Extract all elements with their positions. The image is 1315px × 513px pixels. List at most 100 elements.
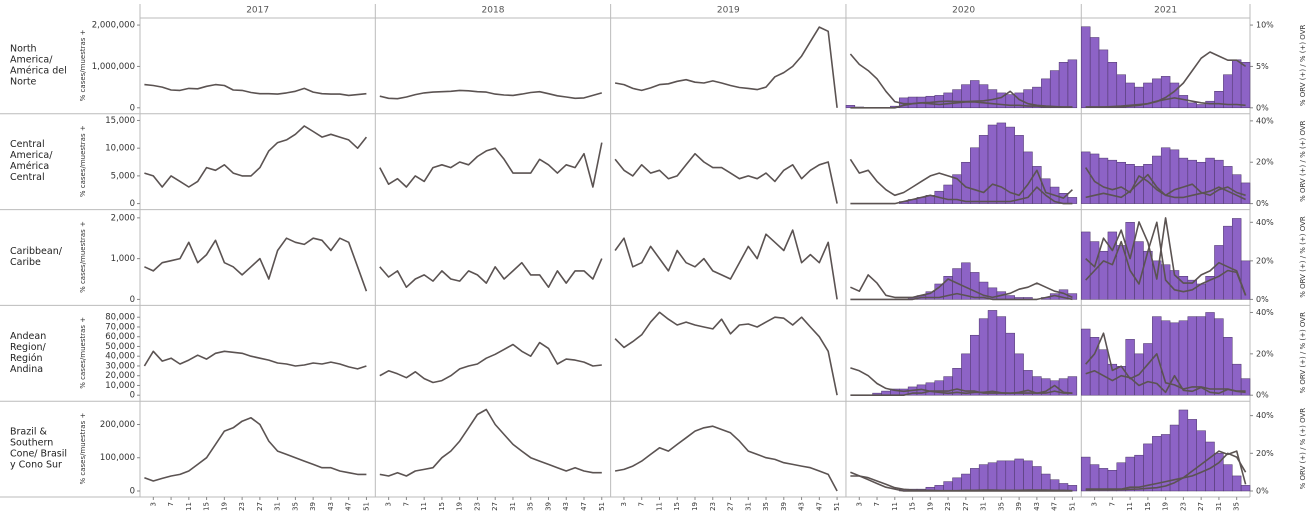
positive-bar [1160, 76, 1171, 109]
positive-bar [1049, 479, 1060, 492]
positive-bar [1032, 466, 1042, 492]
positive-bar [970, 80, 980, 109]
samples-line [379, 258, 603, 288]
positive-bar [1116, 462, 1126, 492]
x-tick-label: 23 [238, 502, 246, 511]
samples-line [379, 142, 603, 188]
y2-tick-label: 20% [1256, 158, 1274, 167]
x-tick-label: 15 [438, 502, 446, 511]
positive-bar [1081, 456, 1091, 492]
x-tick-label: 39 [544, 502, 552, 511]
positive-bar [1067, 376, 1078, 396]
x-tick-label: 35 [527, 502, 535, 511]
positive-bar [1187, 102, 1197, 109]
y2-tick-label: 5% [1256, 62, 1269, 71]
x-tick-label: 39 [780, 502, 788, 511]
region-label: Norte [10, 76, 37, 87]
y-tick-label: 30,000 [105, 361, 135, 371]
positive-bar [1089, 464, 1100, 492]
positive-bar [1067, 197, 1078, 204]
positive-bar [1125, 82, 1135, 109]
samples-line [614, 26, 838, 108]
x-tick-label: 35 [762, 502, 770, 511]
positive-bar [952, 368, 962, 396]
positive-bar [1134, 454, 1144, 492]
orv-line [1085, 332, 1246, 392]
y-tick-label: 80,000 [105, 313, 135, 323]
positive-bar [1023, 460, 1033, 492]
y-tick-label: 0 [130, 391, 135, 401]
x-tick-label: 35 [997, 502, 1005, 511]
positive-bar [961, 262, 971, 300]
y-tick-label: 10,000 [105, 144, 135, 154]
positive-bar [1014, 353, 1024, 396]
region-label: Brazil & [10, 427, 48, 438]
positive-bar [1107, 62, 1118, 109]
y-tick-label: 70,000 [105, 322, 135, 332]
positive-bar [970, 147, 980, 204]
positive-bar [1152, 78, 1162, 109]
positive-bar [1023, 151, 1033, 204]
positive-bar [1067, 59, 1078, 109]
x-tick-label: 39 [1015, 502, 1023, 511]
positive-bar [925, 382, 936, 396]
x-tick-label: 7 [402, 502, 410, 506]
region-label: Region/ [10, 342, 47, 353]
y-tick-label: 2,000 [111, 213, 135, 223]
positive-bar [1240, 260, 1251, 300]
x-tick-label: 27 [491, 502, 499, 511]
positive-bar [1081, 26, 1091, 109]
y-tick-label: 60,000 [105, 332, 135, 342]
samples-line [614, 152, 838, 204]
positive-bar [1005, 460, 1015, 492]
positive-bar [1240, 378, 1251, 396]
orv-line [1085, 452, 1247, 490]
samples-line [1085, 450, 1247, 491]
positive-bar [1196, 316, 1206, 396]
x-tick-label: 19 [1162, 502, 1170, 511]
positive-bar [1231, 174, 1242, 204]
positive-bar [996, 122, 1007, 204]
y-axis-title: % cases/muestras + [79, 125, 87, 197]
x-tick-label: 35 [1233, 502, 1241, 511]
positive-bar [1231, 59, 1242, 109]
positive-bar [1240, 62, 1251, 109]
positive-bar [970, 468, 980, 492]
positive-bar [970, 334, 980, 396]
positive-bar [1116, 74, 1126, 109]
x-tick-label: 23 [473, 502, 481, 511]
positive-bar [1169, 149, 1180, 204]
positive-bar [1125, 456, 1135, 492]
positive-bar [1223, 74, 1233, 109]
x-tick-label: 51 [833, 502, 841, 511]
y2-tick-label: 20% [1256, 256, 1274, 265]
positive-bar [1125, 164, 1135, 204]
samples-line [1085, 217, 1247, 296]
x-tick-label: 31 [744, 502, 752, 511]
x-tick-label: 11 [891, 502, 899, 511]
x-tick-label: 3 [385, 502, 393, 506]
positive-bar [1005, 332, 1015, 396]
samples-line [614, 229, 838, 300]
positive-bar [1098, 49, 1109, 109]
x-tick-label: 19 [456, 502, 464, 511]
y-tick-label: 0 [130, 199, 135, 209]
region-label: Caribe [10, 257, 41, 268]
y2-axis-title: % ORV (+) / % (+) OVR [1299, 216, 1307, 298]
y2-tick-label: 40% [1256, 411, 1274, 420]
orv-line [850, 186, 1073, 205]
positive-bar [996, 460, 1007, 492]
y-tick-label: 15,000 [105, 116, 135, 126]
region-label: Región [10, 353, 43, 364]
positive-bar [1107, 470, 1118, 492]
y-tick-label: 5,000 [111, 171, 135, 181]
y2-tick-label: 40% [1256, 116, 1274, 125]
x-tick-label: 39 [309, 502, 317, 511]
positive-bar [1098, 349, 1109, 396]
y2-tick-label: 0% [1256, 103, 1269, 112]
samples-line [849, 158, 1073, 199]
x-tick-label: 23 [944, 502, 952, 511]
positive-bar [1143, 250, 1153, 300]
positive-bar [987, 310, 998, 396]
region-label: Central [10, 172, 45, 183]
